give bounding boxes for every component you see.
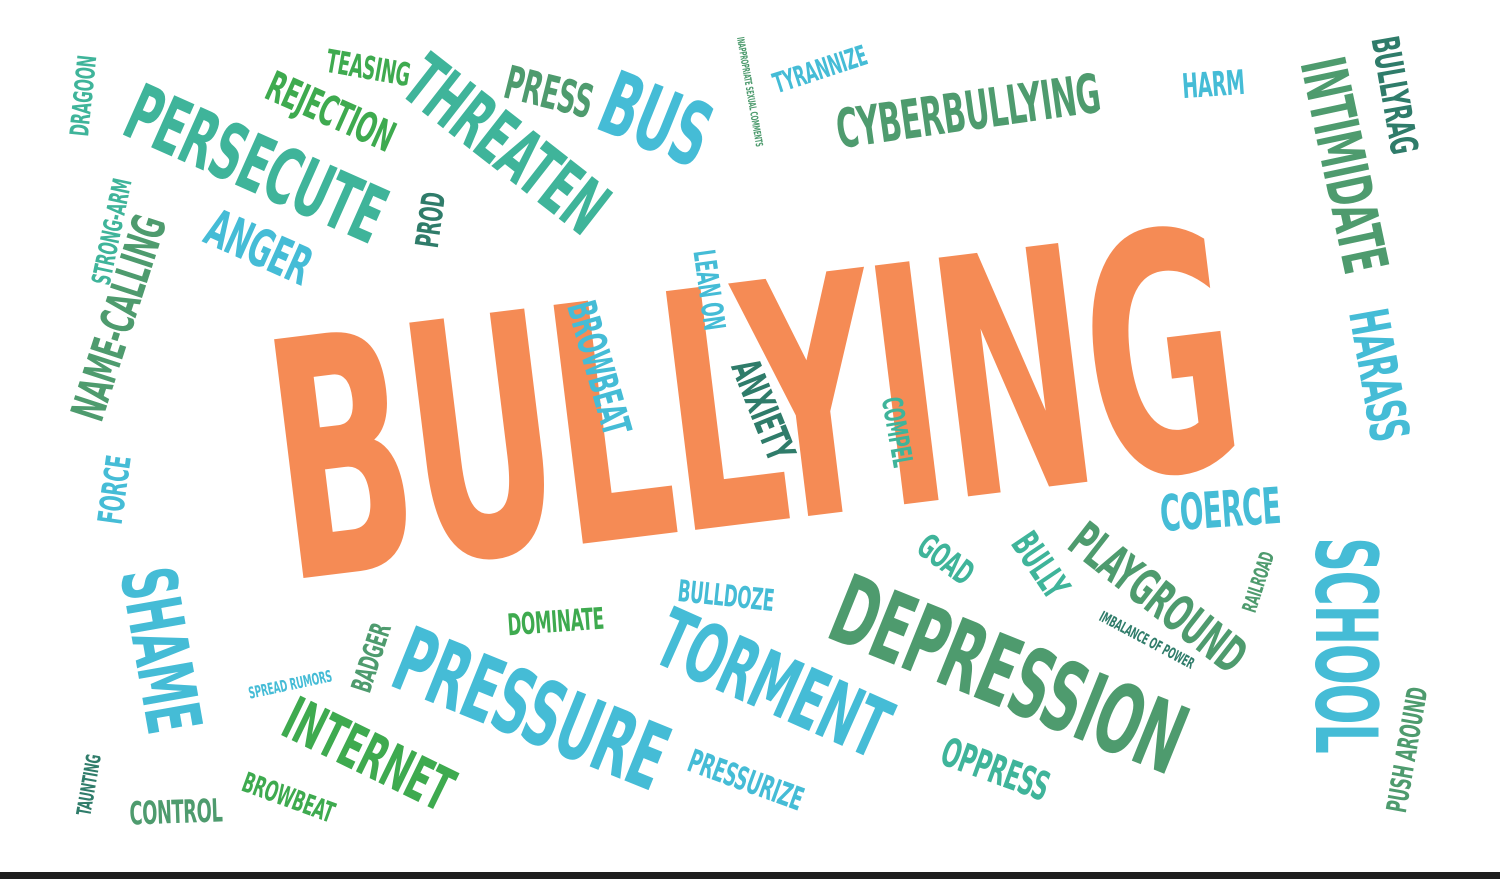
bottom-border bbox=[0, 872, 1500, 879]
cloud-word-cyberbullying: CYBERBULLYING bbox=[832, 61, 1104, 162]
cloud-word-browbeat: BROWBEAT bbox=[237, 765, 339, 830]
cloud-word-bus: BUS bbox=[585, 51, 726, 188]
cloud-word-teasing: TEASING bbox=[323, 41, 414, 95]
cloud-word-coerce: COERCE bbox=[1158, 476, 1283, 544]
cloud-word-school: SCHOOL bbox=[1294, 537, 1395, 753]
cloud-word-inappropriate-sexual-comments: INAPPROPRIATE SEXUAL COMMENTS bbox=[733, 36, 764, 148]
cloud-word-control: CONTROL bbox=[128, 791, 224, 833]
cloud-word-harm: HARM bbox=[1180, 62, 1246, 108]
cloud-word-dominate: DOMINATE bbox=[505, 601, 605, 644]
cloud-word-pressurize: PRESSURIZE bbox=[682, 741, 809, 819]
cloud-word-force: FORCE bbox=[90, 453, 140, 527]
cloud-word-shame: SHAME bbox=[102, 560, 219, 740]
cloud-word-tyrannize: TYRANNIZE bbox=[768, 38, 872, 101]
cloud-word-railroad: RAILROAD bbox=[1237, 548, 1280, 616]
cloud-word-harass: HARASS bbox=[1336, 304, 1422, 446]
cloud-word-name-calling: NAME-CALLING bbox=[59, 209, 177, 427]
cloud-word-dragoon: DRAGOON bbox=[65, 54, 104, 138]
cloud-word-taunting: TAUNTING bbox=[70, 752, 106, 818]
cloud-word-prod: PROD bbox=[407, 190, 453, 250]
